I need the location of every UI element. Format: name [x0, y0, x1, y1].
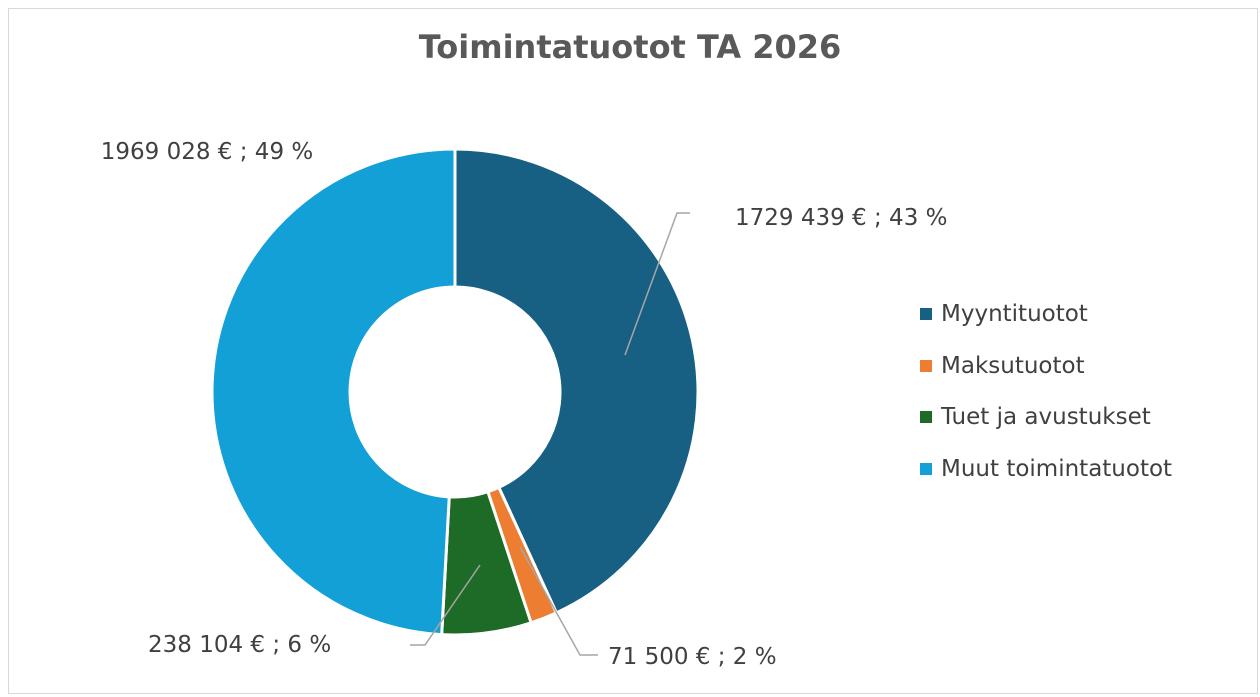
- leader-lines: [410, 212, 690, 656]
- legend-item: Tuet ja avustukset: [920, 402, 1151, 432]
- data-label: 1969 028 € ; 49 %: [100, 139, 314, 165]
- slice: [453, 147, 700, 615]
- data-label: 1729 439 € ; 43 %: [735, 205, 948, 231]
- leader-line: [410, 564, 481, 646]
- leader-line: [624, 212, 690, 356]
- donut: [210, 147, 700, 637]
- legend-item: Maksutuotot: [920, 351, 1085, 381]
- data-label: 238 104 € ; 6 %: [148, 632, 332, 658]
- legend-label: Myyntituotot: [941, 301, 1088, 327]
- legend-swatch: [920, 308, 932, 320]
- leader-line: [519, 546, 598, 656]
- data-label: 71 500 € ; 2 %: [608, 644, 777, 670]
- legend-label: Muut toimintatuotot: [941, 455, 1173, 482]
- legend-label: Tuet ja avustukset: [941, 404, 1151, 430]
- chart-frame: [8, 8, 1258, 694]
- legend-swatch: [920, 411, 932, 423]
- legend-label: Maksutuotot: [941, 352, 1085, 379]
- legend-swatch: [920, 462, 932, 475]
- slice: [210, 147, 457, 637]
- legend-item: Muut toimintatuotot: [920, 454, 1172, 484]
- legend-swatch: [920, 359, 932, 372]
- chart-title: Toimintatuotot TA 2026: [418, 28, 842, 66]
- legend-item: Myyntituotot: [920, 299, 1088, 329]
